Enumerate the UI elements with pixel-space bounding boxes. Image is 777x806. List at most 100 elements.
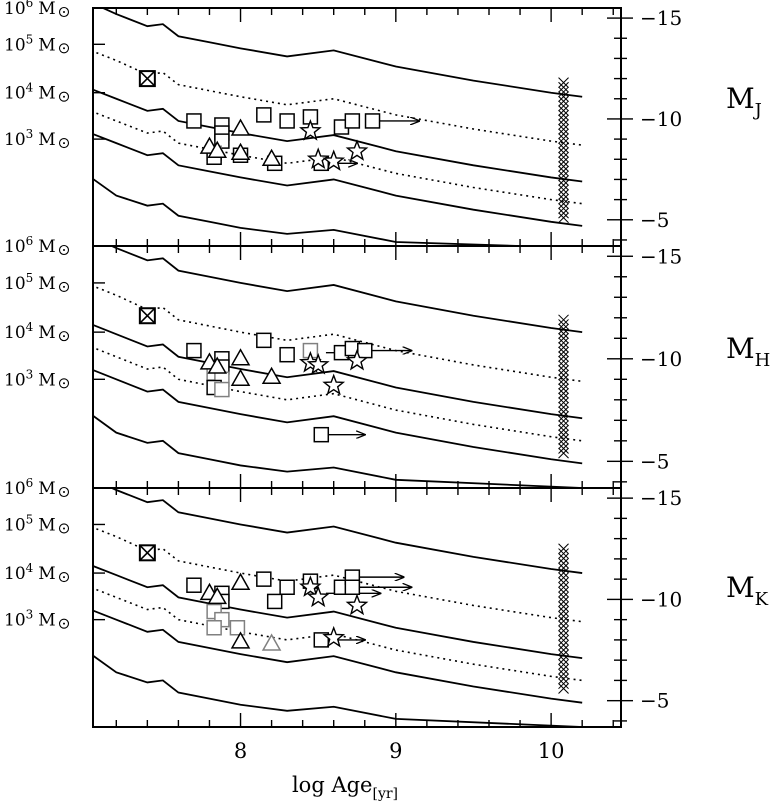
cluster-star-marker [322,149,346,172]
model-track-solid [93,565,583,660]
band-label: MJ [726,82,762,121]
cluster-star-marker [299,575,322,597]
globular-cluster-cross [558,165,569,177]
mass-label: 104 M [4,561,56,584]
globular-cluster-cross [558,415,569,427]
globular-cluster-cross [558,548,569,559]
cluster-square-marker [256,571,272,587]
mass-label-base: 10 [4,35,26,55]
mass-label: 103 M [4,608,56,631]
globular-cluster-cross [558,81,569,93]
globular-cluster-cross [558,615,569,627]
x-tick-label: 10 [538,739,565,763]
sun-symbol-dot [63,491,65,493]
crossed-square-diag [139,544,156,561]
sun-symbol-icon [58,138,70,149]
globular-cluster-cross [558,567,569,579]
cluster-star-marker [345,348,369,371]
sun-symbol-dot [63,95,65,98]
model-track-solid [93,654,583,727]
mass-label-unit: M [38,611,55,631]
mass-label: 106 M [4,234,56,257]
globular-cluster-cross [558,596,569,608]
globular-cluster-cross [558,193,569,205]
globular-cluster-cross [558,91,569,102]
mass-label: 103 M [4,127,56,150]
cluster-triangle-marker [261,366,282,385]
globular-cluster-cross [558,161,569,172]
globular-cluster-cross [558,314,569,326]
globular-cluster-cross [558,151,569,163]
cluster-triangle-marker [230,572,251,590]
globular-cluster-cross [558,319,569,330]
mass-label-exp: 6 [26,234,34,248]
globular-cluster-cross [558,649,569,661]
globular-cluster-cross [558,562,569,574]
mass-label-exp: 4 [26,320,34,334]
mass-label-base: 10 [4,274,26,294]
model-track-dotted [93,111,583,205]
globular-cluster-cross [558,365,569,376]
model-track-solid [93,414,583,488]
globular-cluster-cross [558,119,569,130]
mass-label-exp: 5 [26,512,34,526]
x-axis-label-sub: [yr] [372,786,398,802]
mass-label-exp: 5 [26,271,34,285]
mass-label-unit: M [38,515,55,535]
mass-label-unit: M [38,84,55,104]
globular-cluster-cross [558,401,569,413]
model-track-solid [93,88,583,183]
band-label-sub: H [755,350,771,371]
cluster-triangle-marker [230,348,251,366]
globular-cluster-cross [558,133,569,144]
crossed-square-diag [139,307,156,324]
cluster-square-marker [344,579,361,595]
sun-symbol-dot [63,47,65,50]
globular-cluster-cross [558,360,569,372]
mass-label: 105 M [4,512,56,535]
globular-cluster-cross [558,429,569,441]
globular-cluster-cross [558,128,569,140]
globular-cluster-cross [558,634,569,646]
model-track-solid [93,133,583,227]
globular-cluster-cross [558,639,569,651]
globular-cluster-cross [558,388,569,399]
globular-cluster-cross [558,586,569,598]
cluster-triangle-marker [261,633,282,651]
mag-tick-label: −5 [640,689,669,713]
plot-frame [92,245,622,489]
cluster-triangle-marker [207,140,228,158]
globular-cluster-cross [558,346,569,358]
sun-symbol-icon [58,618,70,629]
mass-label-unit: M [38,564,55,584]
band-label-main: M [726,82,755,115]
sun-symbol-icon [58,281,70,292]
sun-symbol-dot [63,382,65,385]
globular-cluster-cross [558,147,569,158]
mass-label: 103 M [4,367,56,390]
plot-frame [92,487,622,728]
globular-cluster-cross [558,156,569,168]
globular-cluster-cross [558,142,569,154]
cluster-star-marker [306,585,330,608]
globular-cluster-cross [558,620,569,632]
cluster-square-marker [206,620,222,636]
globular-cluster-cross [558,212,569,224]
mass-label-exp: 3 [26,608,34,622]
cluster-square-marker [256,332,272,349]
sun-symbol-dot [63,249,65,251]
cluster-square-marker [357,342,373,359]
cluster-triangle-marker [230,118,251,136]
sun-symbol-icon [58,572,70,583]
mass-label-base: 10 [4,479,26,499]
mass-label-exp: 6 [26,476,34,490]
mass-label: 105 M [4,271,56,294]
globular-cluster-cross [558,189,569,200]
globular-cluster-cross [558,572,569,584]
mass-label-exp: 6 [26,0,34,10]
mass-label-unit: M [38,274,55,294]
globular-cluster-cross [558,105,569,116]
